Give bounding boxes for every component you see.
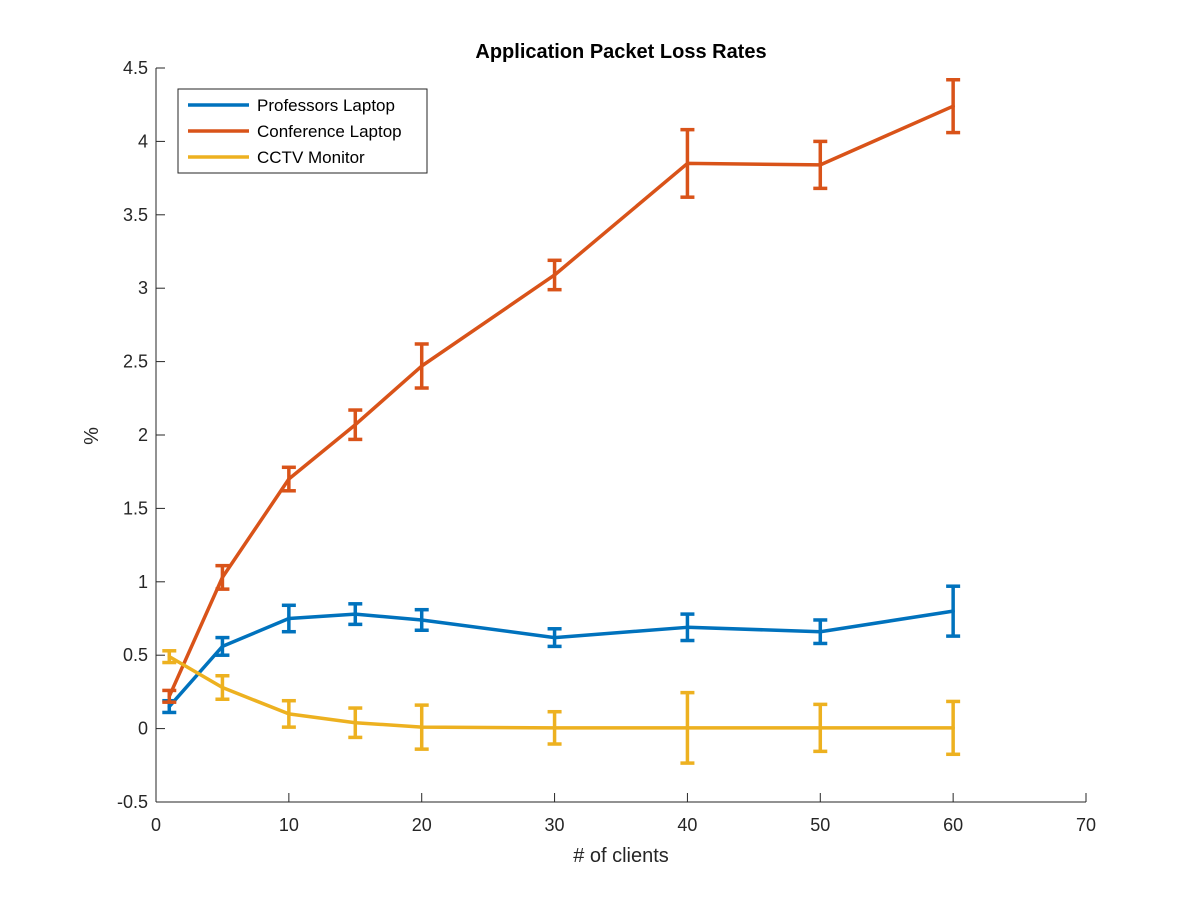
x-tick-label: 40 (677, 815, 697, 835)
y-tick-label: 2 (138, 425, 148, 445)
y-tick-label: -0.5 (117, 792, 148, 812)
error-bar (680, 127, 695, 199)
legend-label: CCTV Monitor (257, 148, 365, 167)
error-bar (813, 139, 828, 191)
x-tick-label: 30 (545, 815, 565, 835)
error-bar (547, 627, 562, 649)
error-bar (215, 635, 230, 657)
x-tick-label: 70 (1076, 815, 1096, 835)
error-bar (215, 674, 230, 701)
error-bar (946, 699, 961, 757)
x-tick-label: 10 (279, 815, 299, 835)
x-tick-label: 60 (943, 815, 963, 835)
error-bar (414, 342, 429, 390)
plot-area (162, 77, 961, 765)
y-tick-label: 3.5 (123, 205, 148, 225)
x-tick-label: 50 (810, 815, 830, 835)
error-bar (946, 77, 961, 135)
error-bar (281, 465, 296, 493)
error-bar (215, 563, 230, 591)
error-bar (281, 698, 296, 729)
chart-title: Application Packet Loss Rates (475, 41, 766, 63)
error-bar (348, 408, 363, 442)
error-bar (348, 602, 363, 627)
error-bar (680, 690, 695, 765)
legend-item: Conference Laptop (188, 122, 402, 141)
y-tick-label: 0.5 (123, 645, 148, 665)
y-tick-label: 0 (138, 719, 148, 739)
legend-item: Professors Laptop (188, 96, 395, 115)
error-bar (162, 649, 177, 665)
x-tick-label: 20 (412, 815, 432, 835)
legend: Professors Laptop Conference Laptop CCTV M… (177, 88, 428, 174)
series-2 (162, 77, 961, 704)
legend-item: CCTV Monitor (188, 148, 365, 167)
error-bar (414, 703, 429, 751)
y-axis-title: % (81, 427, 103, 445)
y-tick-label: 2.5 (123, 352, 148, 372)
y-tick-label: 1.5 (123, 498, 148, 518)
error-bar (813, 618, 828, 646)
legend-label: Conference Laptop (257, 122, 402, 141)
y-tick-label: 1 (138, 572, 148, 592)
y-tick-label: 3 (138, 278, 148, 298)
y-tick-label: 4.5 (123, 58, 148, 78)
error-bar (547, 258, 562, 292)
y-tick-label: 4 (138, 131, 148, 151)
x-tick-label: 0 (151, 815, 161, 835)
error-bar (162, 688, 177, 704)
error-bar (680, 612, 695, 643)
error-bar (414, 607, 429, 632)
error-bar (547, 709, 562, 746)
error-bar (946, 584, 961, 638)
error-bar (281, 603, 296, 634)
axes: 0 10 20 30 40 50 60 70-0.500.511.522.533.544.5 (117, 58, 1096, 835)
series-3 (162, 649, 961, 765)
error-bar (813, 702, 828, 754)
legend-label: Professors Laptop (257, 96, 395, 115)
x-axis-title: # of clients (573, 845, 669, 867)
error-bar (348, 706, 363, 740)
